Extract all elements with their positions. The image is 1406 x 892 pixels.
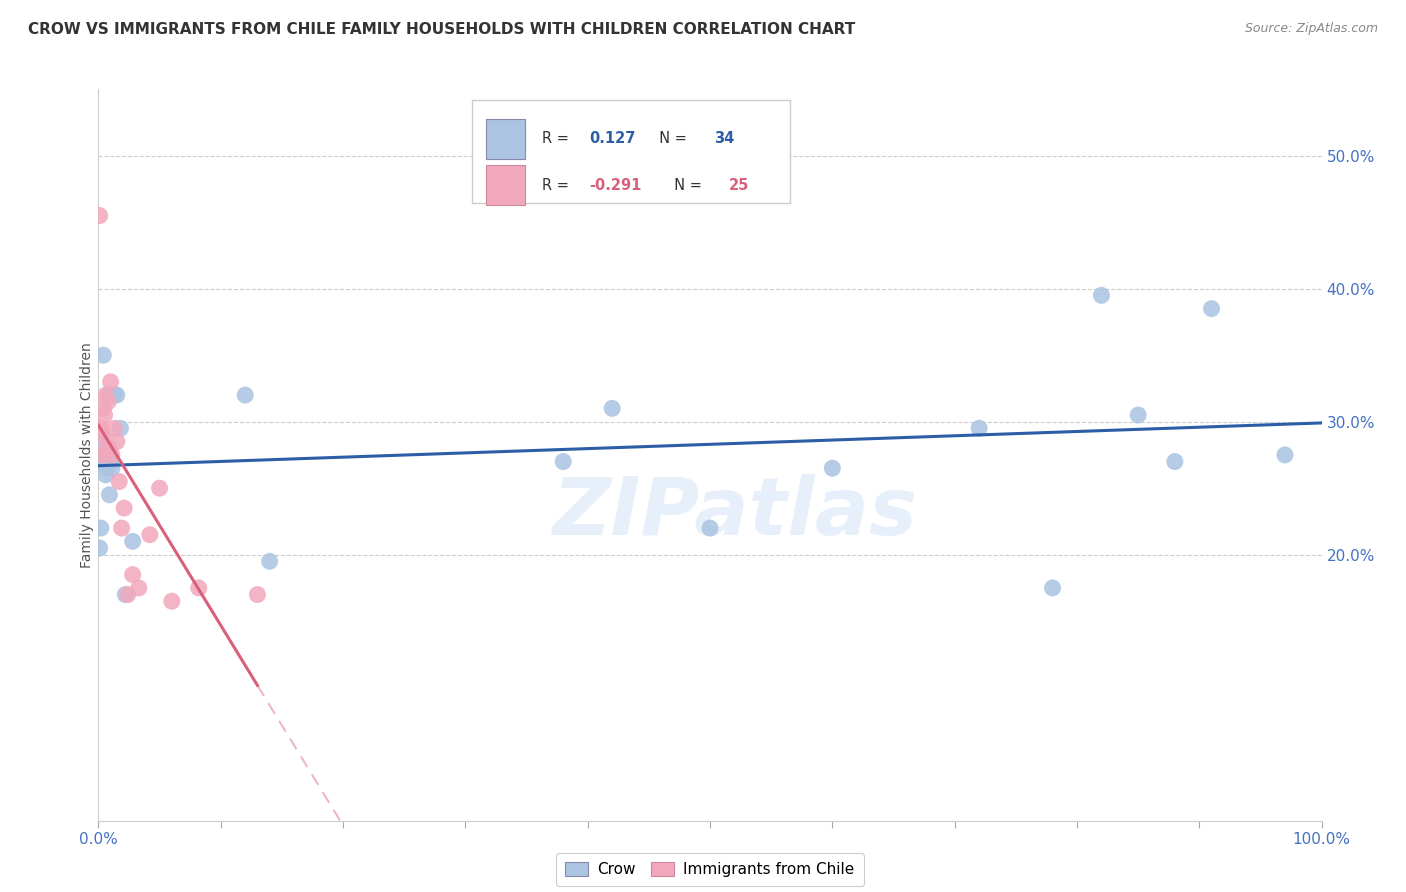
Point: [600, 401, 623, 416]
FancyBboxPatch shape: [486, 120, 526, 160]
Point: [1090, 288, 1112, 302]
Point: [94, 388, 117, 402]
Point: [90, 428, 112, 442]
Text: CROW VS IMMIGRANTS FROM CHILE FAMILY HOUSEHOLDS WITH CHILDREN CORRELATION CHART: CROW VS IMMIGRANTS FROM CHILE FAMILY HOU…: [28, 22, 855, 37]
Point: [699, 521, 721, 535]
Point: [89, 209, 111, 223]
FancyBboxPatch shape: [471, 100, 790, 202]
Point: [128, 581, 150, 595]
Point: [97, 394, 120, 409]
Point: [98, 454, 121, 468]
Point: [101, 448, 124, 462]
Point: [1042, 581, 1064, 595]
Point: [114, 588, 136, 602]
Point: [233, 388, 256, 402]
Point: [121, 567, 143, 582]
Point: [117, 588, 139, 602]
Point: [103, 421, 125, 435]
Point: [98, 442, 121, 456]
Point: [553, 454, 575, 468]
Point: [89, 541, 111, 555]
Point: [93, 408, 115, 422]
Text: ZIPatlas: ZIPatlas: [553, 475, 917, 552]
Point: [91, 448, 114, 462]
Text: -0.291: -0.291: [589, 178, 641, 193]
Text: R =: R =: [543, 131, 574, 146]
Point: [967, 421, 990, 435]
Point: [100, 454, 122, 468]
Point: [91, 428, 114, 442]
Point: [246, 588, 269, 602]
Point: [91, 454, 114, 468]
FancyBboxPatch shape: [486, 165, 526, 205]
Y-axis label: Family Households with Children: Family Households with Children: [80, 342, 94, 568]
Text: 0.127: 0.127: [589, 131, 636, 146]
Point: [1164, 454, 1187, 468]
Point: [112, 501, 135, 516]
Point: [259, 554, 281, 568]
Point: [160, 594, 183, 608]
Point: [94, 467, 117, 482]
Point: [139, 527, 162, 541]
Text: 34: 34: [714, 131, 734, 146]
Point: [101, 461, 124, 475]
Point: [93, 448, 115, 462]
Point: [121, 534, 143, 549]
Point: [90, 521, 112, 535]
Legend: Crow, Immigrants from Chile: Crow, Immigrants from Chile: [557, 853, 863, 886]
Point: [105, 388, 128, 402]
Point: [1274, 448, 1296, 462]
Point: [93, 454, 115, 468]
Point: [821, 461, 844, 475]
Text: N =: N =: [665, 178, 706, 193]
Point: [96, 461, 118, 475]
Text: Source: ZipAtlas.com: Source: ZipAtlas.com: [1244, 22, 1378, 36]
Point: [149, 481, 172, 495]
Text: 25: 25: [728, 178, 749, 193]
Point: [105, 434, 128, 449]
Point: [111, 521, 134, 535]
Point: [108, 475, 131, 489]
Point: [91, 442, 114, 456]
Point: [91, 401, 114, 416]
Point: [100, 375, 122, 389]
Point: [91, 428, 114, 442]
Point: [103, 388, 125, 402]
Text: N =: N =: [650, 131, 692, 146]
Point: [89, 421, 111, 435]
Point: [187, 581, 209, 595]
Point: [1128, 408, 1150, 422]
Point: [91, 348, 114, 362]
Text: R =: R =: [543, 178, 574, 193]
Point: [90, 421, 112, 435]
Point: [96, 442, 118, 456]
Point: [1201, 301, 1223, 316]
Point: [97, 388, 120, 402]
Point: [98, 488, 121, 502]
Point: [110, 421, 132, 435]
